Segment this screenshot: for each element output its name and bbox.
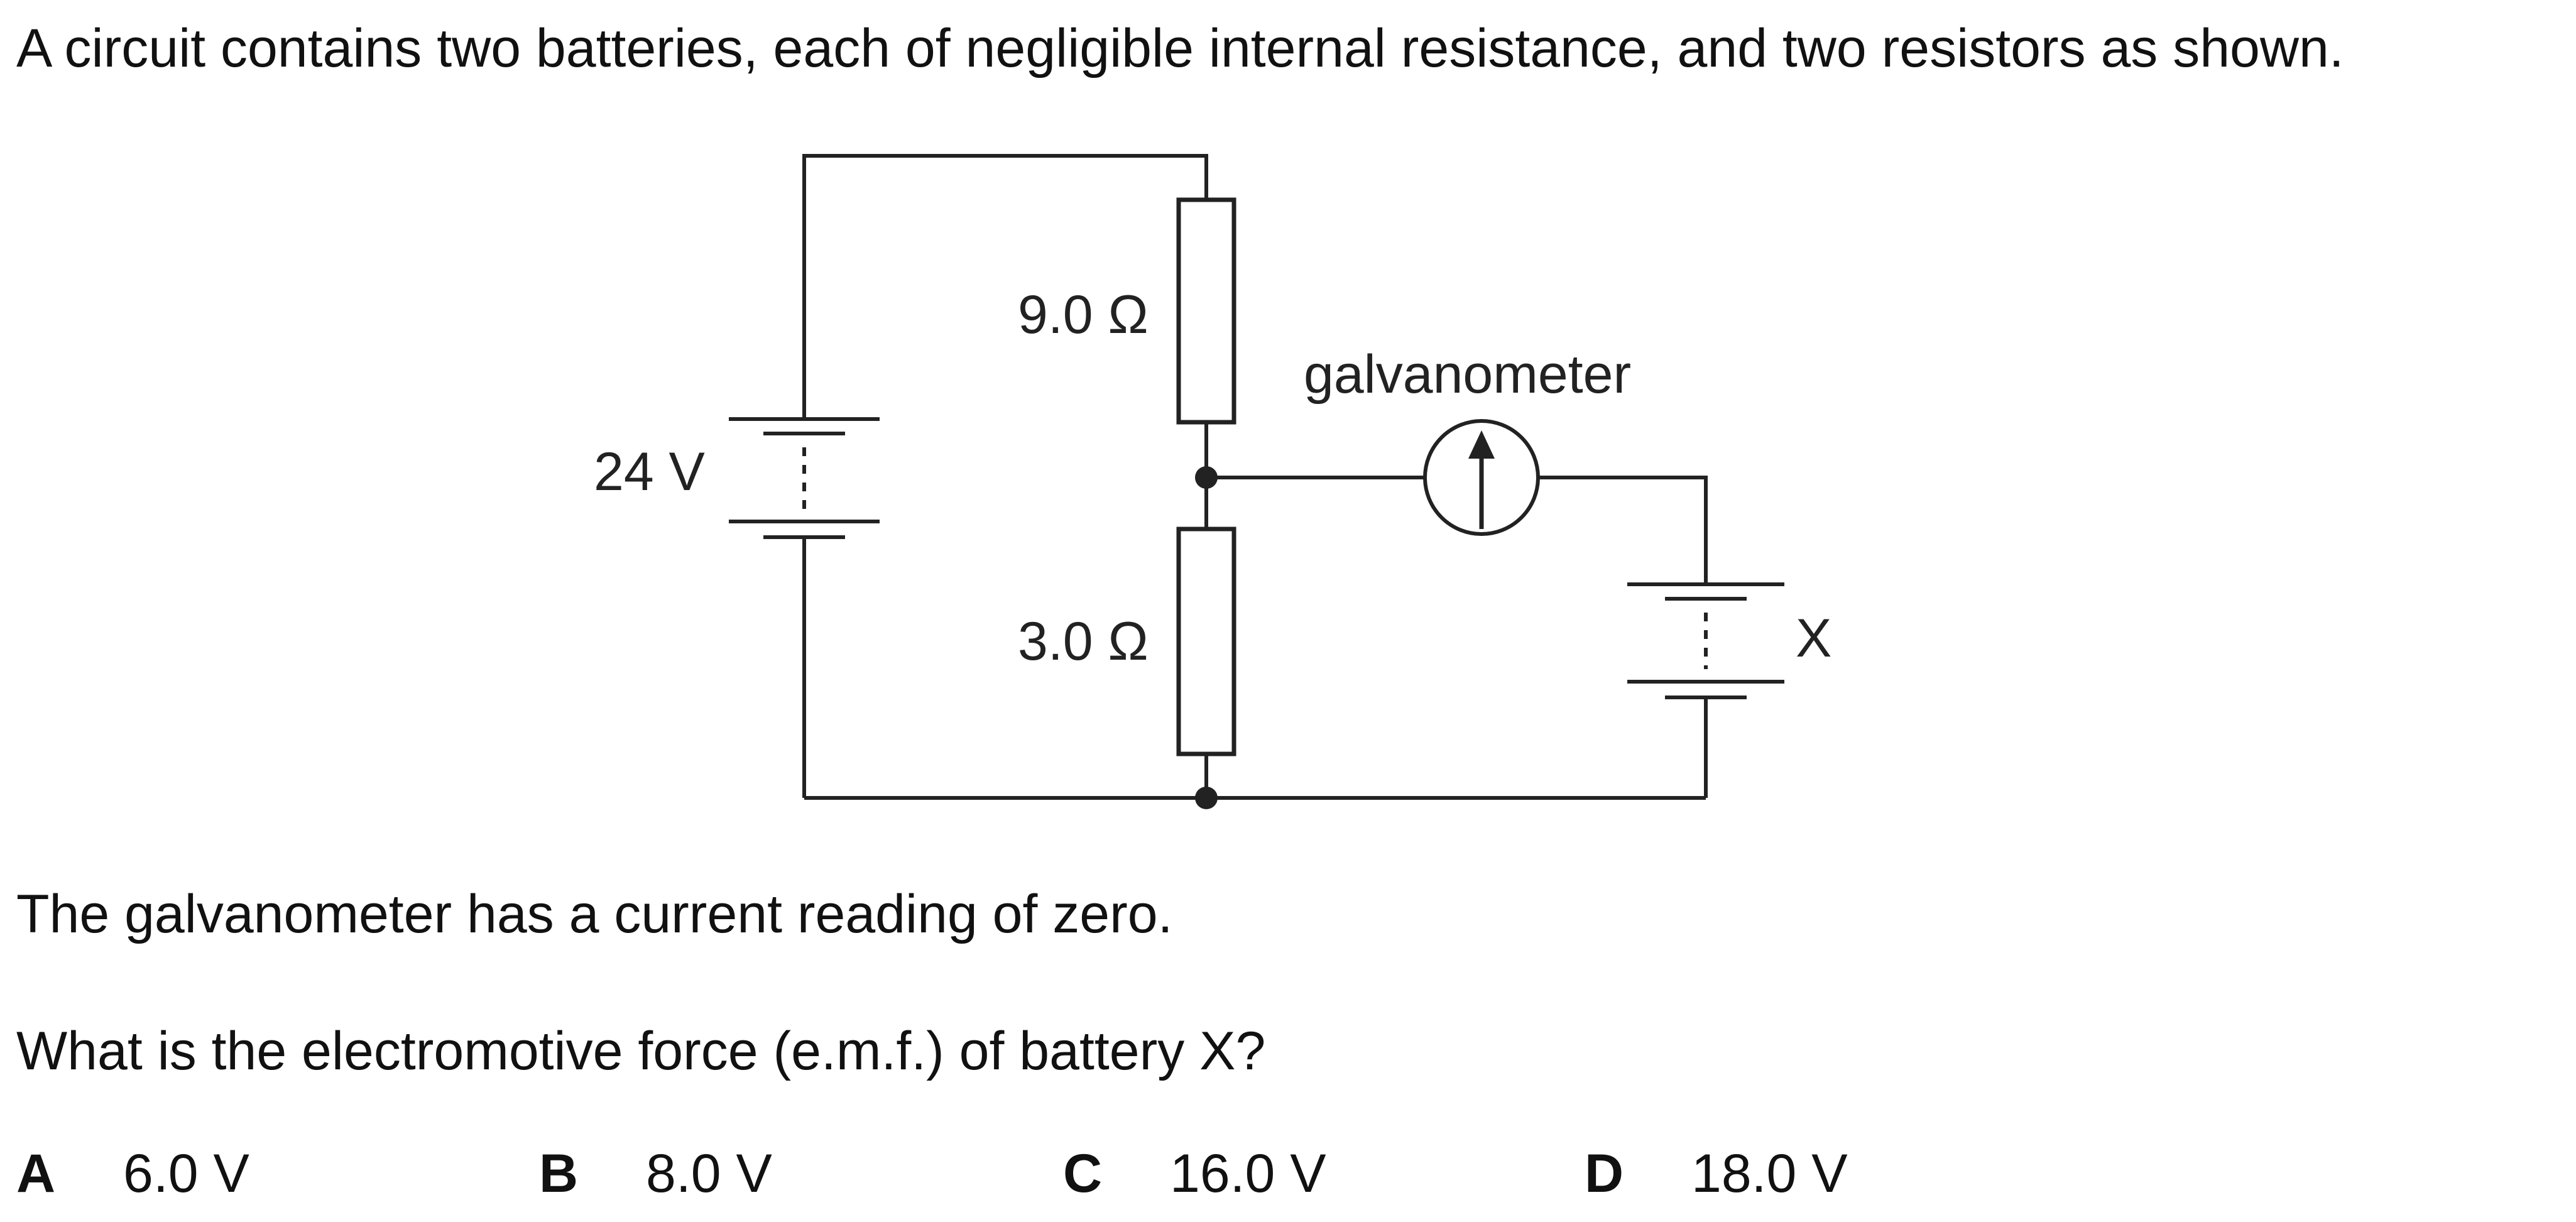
galvanometer: galvanometer — [1304, 344, 1631, 536]
resistor-9ohm-body — [1176, 197, 1236, 425]
option-c-letter: C — [1063, 1143, 1103, 1204]
junction-dot-bottom — [1195, 787, 1218, 809]
resistor-9ohm: 9.0 Ω — [1018, 197, 1236, 425]
resistor-3ohm-label: 3.0 Ω — [1018, 611, 1149, 672]
question-prompt: What is the electromotive force (e.m.f.)… — [16, 1021, 1266, 1081]
question-statement: The galvanometer has a current reading o… — [16, 884, 1173, 944]
resistor-9ohm-label: 9.0 Ω — [1018, 285, 1149, 345]
battery-24v: 24 V — [594, 417, 880, 539]
resistor-3ohm-body — [1176, 526, 1236, 756]
option-d-letter: D — [1585, 1143, 1624, 1204]
battery-24v-label: 24 V — [594, 442, 705, 502]
resistor-3ohm: 3.0 Ω — [1018, 526, 1236, 756]
wire-top-left — [802, 154, 1208, 419]
option-a-value: 6.0 V — [123, 1143, 249, 1204]
galvanometer-label: galvanometer — [1304, 344, 1631, 405]
option-d-value: 18.0 V — [1691, 1143, 1848, 1204]
option-a[interactable]: A 6.0 V — [16, 1147, 249, 1201]
option-c-value: 16.0 V — [1170, 1143, 1326, 1204]
question-intro: A circuit contains two batteries, each o… — [16, 18, 2344, 79]
battery-x-label: X — [1796, 608, 1831, 668]
option-d[interactable]: D 18.0 V — [1585, 1147, 1848, 1201]
circuit-wires — [802, 154, 1708, 800]
galvanometer-needle-arrowhead — [1468, 430, 1495, 459]
wire-galvanometer-to-x — [1539, 476, 1708, 584]
option-b-letter: B — [539, 1143, 579, 1204]
option-b[interactable]: B 8.0 V — [539, 1147, 772, 1201]
option-a-letter: A — [16, 1143, 56, 1204]
junction-dot-middle — [1195, 466, 1218, 489]
option-c[interactable]: C 16.0 V — [1063, 1147, 1326, 1201]
option-b-value: 8.0 V — [646, 1143, 772, 1204]
battery-x: X — [1627, 582, 1831, 699]
circuit-diagram: 24 V 9.0 Ω 3.0 Ω galvanometer X — [594, 154, 1831, 809]
